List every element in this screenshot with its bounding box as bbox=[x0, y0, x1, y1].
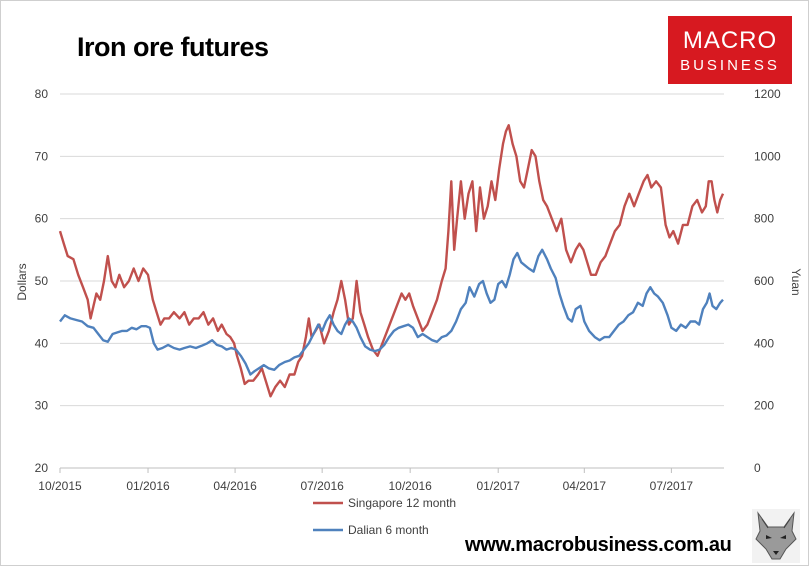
y-tick-label-right: 200 bbox=[754, 399, 774, 413]
left-axis-ticks: 20 30 40 50 60 70 80 bbox=[35, 87, 49, 475]
y-tick-label-left: 40 bbox=[35, 336, 49, 350]
y-axis-label-yuan: Yuan bbox=[789, 268, 803, 295]
x-tick-label: 10/2016 bbox=[388, 479, 432, 493]
y-tick-label-right: 800 bbox=[754, 212, 774, 226]
legend-label: Dalian 6 month bbox=[348, 523, 429, 537]
logo-text-business: BUSINESS bbox=[680, 57, 780, 74]
y-tick-label-right: 1200 bbox=[754, 87, 781, 101]
x-tick-label: 04/2016 bbox=[213, 479, 257, 493]
legend-label: Singapore 12 month bbox=[348, 496, 456, 510]
series-line-singapore-12-month bbox=[58, 123, 725, 398]
right-axis-ticks: 0 200 400 600 800 1000 1200 bbox=[754, 87, 781, 475]
x-tick-label: 07/2017 bbox=[650, 479, 694, 493]
y-tick-label-right: 600 bbox=[754, 274, 774, 288]
series-line-dalian-6-month bbox=[59, 248, 724, 376]
x-tick-label: 07/2016 bbox=[300, 479, 344, 493]
fox-mascot-icon bbox=[752, 509, 800, 563]
y-tick-label-left: 70 bbox=[35, 149, 49, 163]
y-tick-label-right: 400 bbox=[754, 336, 774, 350]
x-tick-label: 04/2017 bbox=[563, 479, 607, 493]
y-tick-label-left: 80 bbox=[35, 87, 49, 101]
y-tick-label-right: 0 bbox=[754, 461, 761, 475]
x-tick-label: 01/2017 bbox=[477, 479, 521, 493]
chart-title: Iron ore futures bbox=[77, 32, 269, 62]
y-axis-label-dollars: Dollars bbox=[15, 263, 29, 300]
legend: Singapore 12 month Dalian 6 month bbox=[313, 496, 456, 537]
logo-text-macro: MACRO bbox=[682, 27, 778, 54]
y-tick-label-left: 50 bbox=[35, 274, 49, 288]
x-tick-label: 01/2016 bbox=[126, 479, 170, 493]
y-tick-label-right: 1000 bbox=[754, 149, 781, 163]
macrobusiness-logo: MACRO BUSINESS bbox=[668, 16, 792, 84]
x-axis-ticks: 10/2015 01/2016 04/2016 07/2016 10/2016 01/20… bbox=[38, 468, 693, 493]
y-tick-label-left: 30 bbox=[35, 399, 49, 413]
y-tick-label-left: 60 bbox=[35, 212, 49, 226]
series-layer bbox=[58, 123, 725, 398]
website-url: www.macrobusiness.com.au bbox=[465, 534, 732, 556]
x-tick-label: 10/2015 bbox=[38, 479, 82, 493]
gridlines bbox=[60, 93, 724, 407]
y-tick-label-left: 20 bbox=[35, 461, 49, 475]
